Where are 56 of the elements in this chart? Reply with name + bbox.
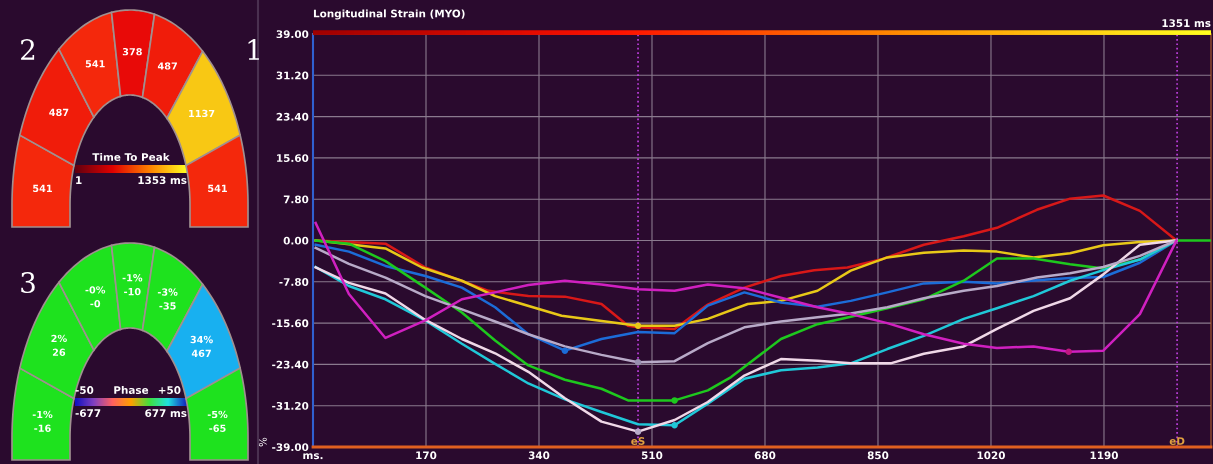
y-tick-label: -7.80 bbox=[279, 278, 309, 286]
text: -50 bbox=[75, 386, 94, 394]
x-tick-label: 850 bbox=[867, 451, 889, 460]
point bbox=[634, 428, 642, 435]
text: -3% -35 bbox=[157, 288, 178, 310]
point bbox=[634, 322, 642, 329]
y-tick-label: 31.20 bbox=[276, 71, 309, 80]
y-tick-label: -15.60 bbox=[272, 319, 309, 328]
y-tick-label: -23.40 bbox=[272, 360, 309, 369]
point bbox=[671, 397, 678, 404]
text: 378 bbox=[122, 48, 142, 56]
point bbox=[561, 347, 569, 354]
text: 487 bbox=[49, 108, 69, 117]
text: 3 bbox=[21, 272, 35, 294]
text: -0% -0 bbox=[85, 286, 106, 308]
text: -1% -10 bbox=[122, 274, 143, 296]
text: 677 ms bbox=[145, 409, 187, 418]
x-tick-label: 1190 bbox=[1090, 451, 1118, 460]
ref-line-label: eD bbox=[1169, 437, 1185, 445]
point bbox=[634, 359, 642, 366]
x-tick-label: 170 bbox=[416, 451, 437, 460]
ref-line-label: eS bbox=[631, 437, 645, 445]
text: 34% 467 bbox=[190, 335, 213, 358]
text: 1137 bbox=[189, 109, 215, 118]
color-bar-title: Time To Peak bbox=[92, 152, 170, 161]
x-tick-label: 1020 bbox=[977, 451, 1005, 460]
text: 2 bbox=[21, 39, 35, 60]
y-tick-label: 39.00 bbox=[276, 30, 309, 39]
y-tick-label: 15.60 bbox=[277, 154, 309, 163]
chart-title: Longitudinal Strain (MYO) bbox=[313, 9, 465, 20]
y-tick-label: 7.80 bbox=[283, 195, 309, 204]
y-axis-title: % bbox=[258, 437, 267, 447]
color-bar-title: Phase bbox=[114, 385, 149, 394]
text: -677 bbox=[75, 409, 101, 418]
x-tick-label: 510 bbox=[641, 451, 663, 460]
text: +50 bbox=[158, 386, 181, 394]
point bbox=[1065, 348, 1073, 355]
text: 1 bbox=[248, 39, 259, 60]
y-tick-label: -31.20 bbox=[272, 401, 309, 410]
text: 541 bbox=[85, 60, 105, 68]
point bbox=[671, 422, 678, 429]
x-tick-label: ms. bbox=[303, 453, 323, 460]
text: -1% -16 bbox=[32, 410, 53, 432]
y-tick-label: -39.00 bbox=[272, 443, 309, 452]
text: 541 bbox=[208, 184, 227, 193]
text: 487 bbox=[157, 62, 177, 70]
text: 1 bbox=[76, 176, 82, 184]
y-tick-label: 23.40 bbox=[276, 112, 309, 121]
text: -5% -65 bbox=[207, 410, 228, 432]
text: 1351 ms bbox=[1162, 19, 1211, 28]
text: 541 bbox=[33, 184, 52, 193]
text: 1353 ms bbox=[138, 176, 187, 185]
y-tick-label: 0.00 bbox=[283, 236, 309, 245]
text: 2% 26 bbox=[51, 334, 67, 356]
x-tick-label: 340 bbox=[528, 451, 550, 460]
x-tick-label: 680 bbox=[754, 451, 776, 460]
